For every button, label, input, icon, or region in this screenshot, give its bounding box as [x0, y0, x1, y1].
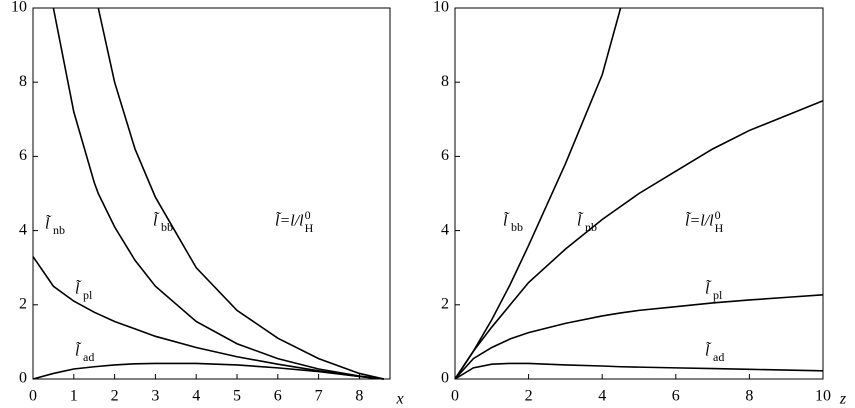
curve-label-sub: nb	[585, 220, 597, 234]
x-tick-label: 8	[745, 388, 753, 405]
curve	[454, 293, 824, 380]
y-tick-label: 8	[441, 73, 449, 90]
curve-label-base: l̃	[705, 341, 712, 359]
x-axis-label: z	[839, 391, 847, 408]
plot-frame	[32, 7, 391, 380]
curve-label-sub: pl	[83, 288, 93, 302]
annotation-text: l̃=l/l	[275, 211, 304, 229]
curve	[454, 7, 622, 380]
curve-label-sub: ad	[713, 350, 724, 364]
y-tick-label: 2	[19, 295, 27, 312]
x-tick-label: 0	[451, 388, 459, 405]
x-tick-label: 10	[815, 388, 831, 405]
curve-label-base: l̃	[705, 279, 712, 297]
x-tick-label: 6	[274, 388, 282, 405]
curve	[52, 7, 384, 380]
x-tick-label: 0	[29, 388, 37, 405]
curve-label-sub: nb	[53, 223, 65, 237]
curve-label: l̃ nb	[577, 211, 597, 233]
curve-label-sub: bb	[161, 220, 173, 234]
curve	[32, 362, 384, 380]
y-tick-label: 6	[19, 147, 27, 164]
annotation-text: l̃=l/l	[685, 211, 714, 229]
curve-label-sub: bb	[511, 220, 523, 234]
plot-frame	[454, 7, 824, 380]
x-tick-label: 2	[525, 388, 533, 405]
x-tick-label: 1	[70, 388, 78, 405]
curve-label-base: l̃	[45, 214, 52, 232]
annotation-sub: H	[715, 221, 724, 235]
curve-label-sub: ad	[83, 350, 94, 364]
y-tick-label: 8	[19, 73, 27, 90]
curve-label-sub: pl	[713, 288, 723, 302]
y-tick-label: 4	[19, 221, 27, 238]
curve-label-base: l̃	[577, 211, 584, 229]
curve-label-base: l̃	[75, 341, 82, 359]
y-tick-label: 2	[441, 295, 449, 312]
x-tick-label: 6	[672, 388, 680, 405]
y-tick-label: 10	[11, 0, 27, 16]
curve-label: l̃ ad	[705, 341, 724, 363]
annotation: l̃=l/l 0H	[275, 208, 314, 235]
y-tick-label: 4	[441, 221, 449, 238]
x-tick-label: 4	[192, 388, 200, 405]
y-tick-label: 0	[441, 370, 449, 387]
y-tick-label: 0	[19, 370, 27, 387]
curve-label: l̃ nb	[45, 214, 65, 236]
x-tick-label: 8	[355, 388, 363, 405]
curve-label: l̃ pl	[705, 279, 723, 301]
curve-label-base: l̃	[75, 279, 82, 297]
curve	[32, 256, 384, 380]
curve	[454, 362, 824, 380]
x-tick-label: 2	[111, 388, 119, 405]
y-tick-label: 10	[433, 0, 449, 16]
x-tick-label: 7	[315, 388, 323, 405]
annotation: l̃=l/l 0H	[685, 208, 724, 235]
curve-label: l̃ bb	[153, 211, 173, 233]
annotation-sub: H	[305, 221, 314, 235]
x-tick-label: 4	[598, 388, 606, 405]
x-tick-label: 3	[151, 388, 159, 405]
curve-label: l̃ bb	[503, 211, 523, 233]
curve	[454, 100, 824, 380]
y-tick-label: 6	[441, 147, 449, 164]
curve-label-base: l̃	[153, 211, 160, 229]
curve-label: l̃ pl	[75, 279, 93, 301]
curve	[97, 7, 385, 380]
curve-label: l̃ ad	[75, 341, 94, 363]
annotation-sup: 0	[305, 208, 311, 222]
annotation-sup: 0	[715, 208, 721, 222]
x-tick-label: 5	[233, 388, 241, 405]
curve-label-base: l̃	[503, 211, 510, 229]
x-axis-label: x	[395, 391, 403, 408]
